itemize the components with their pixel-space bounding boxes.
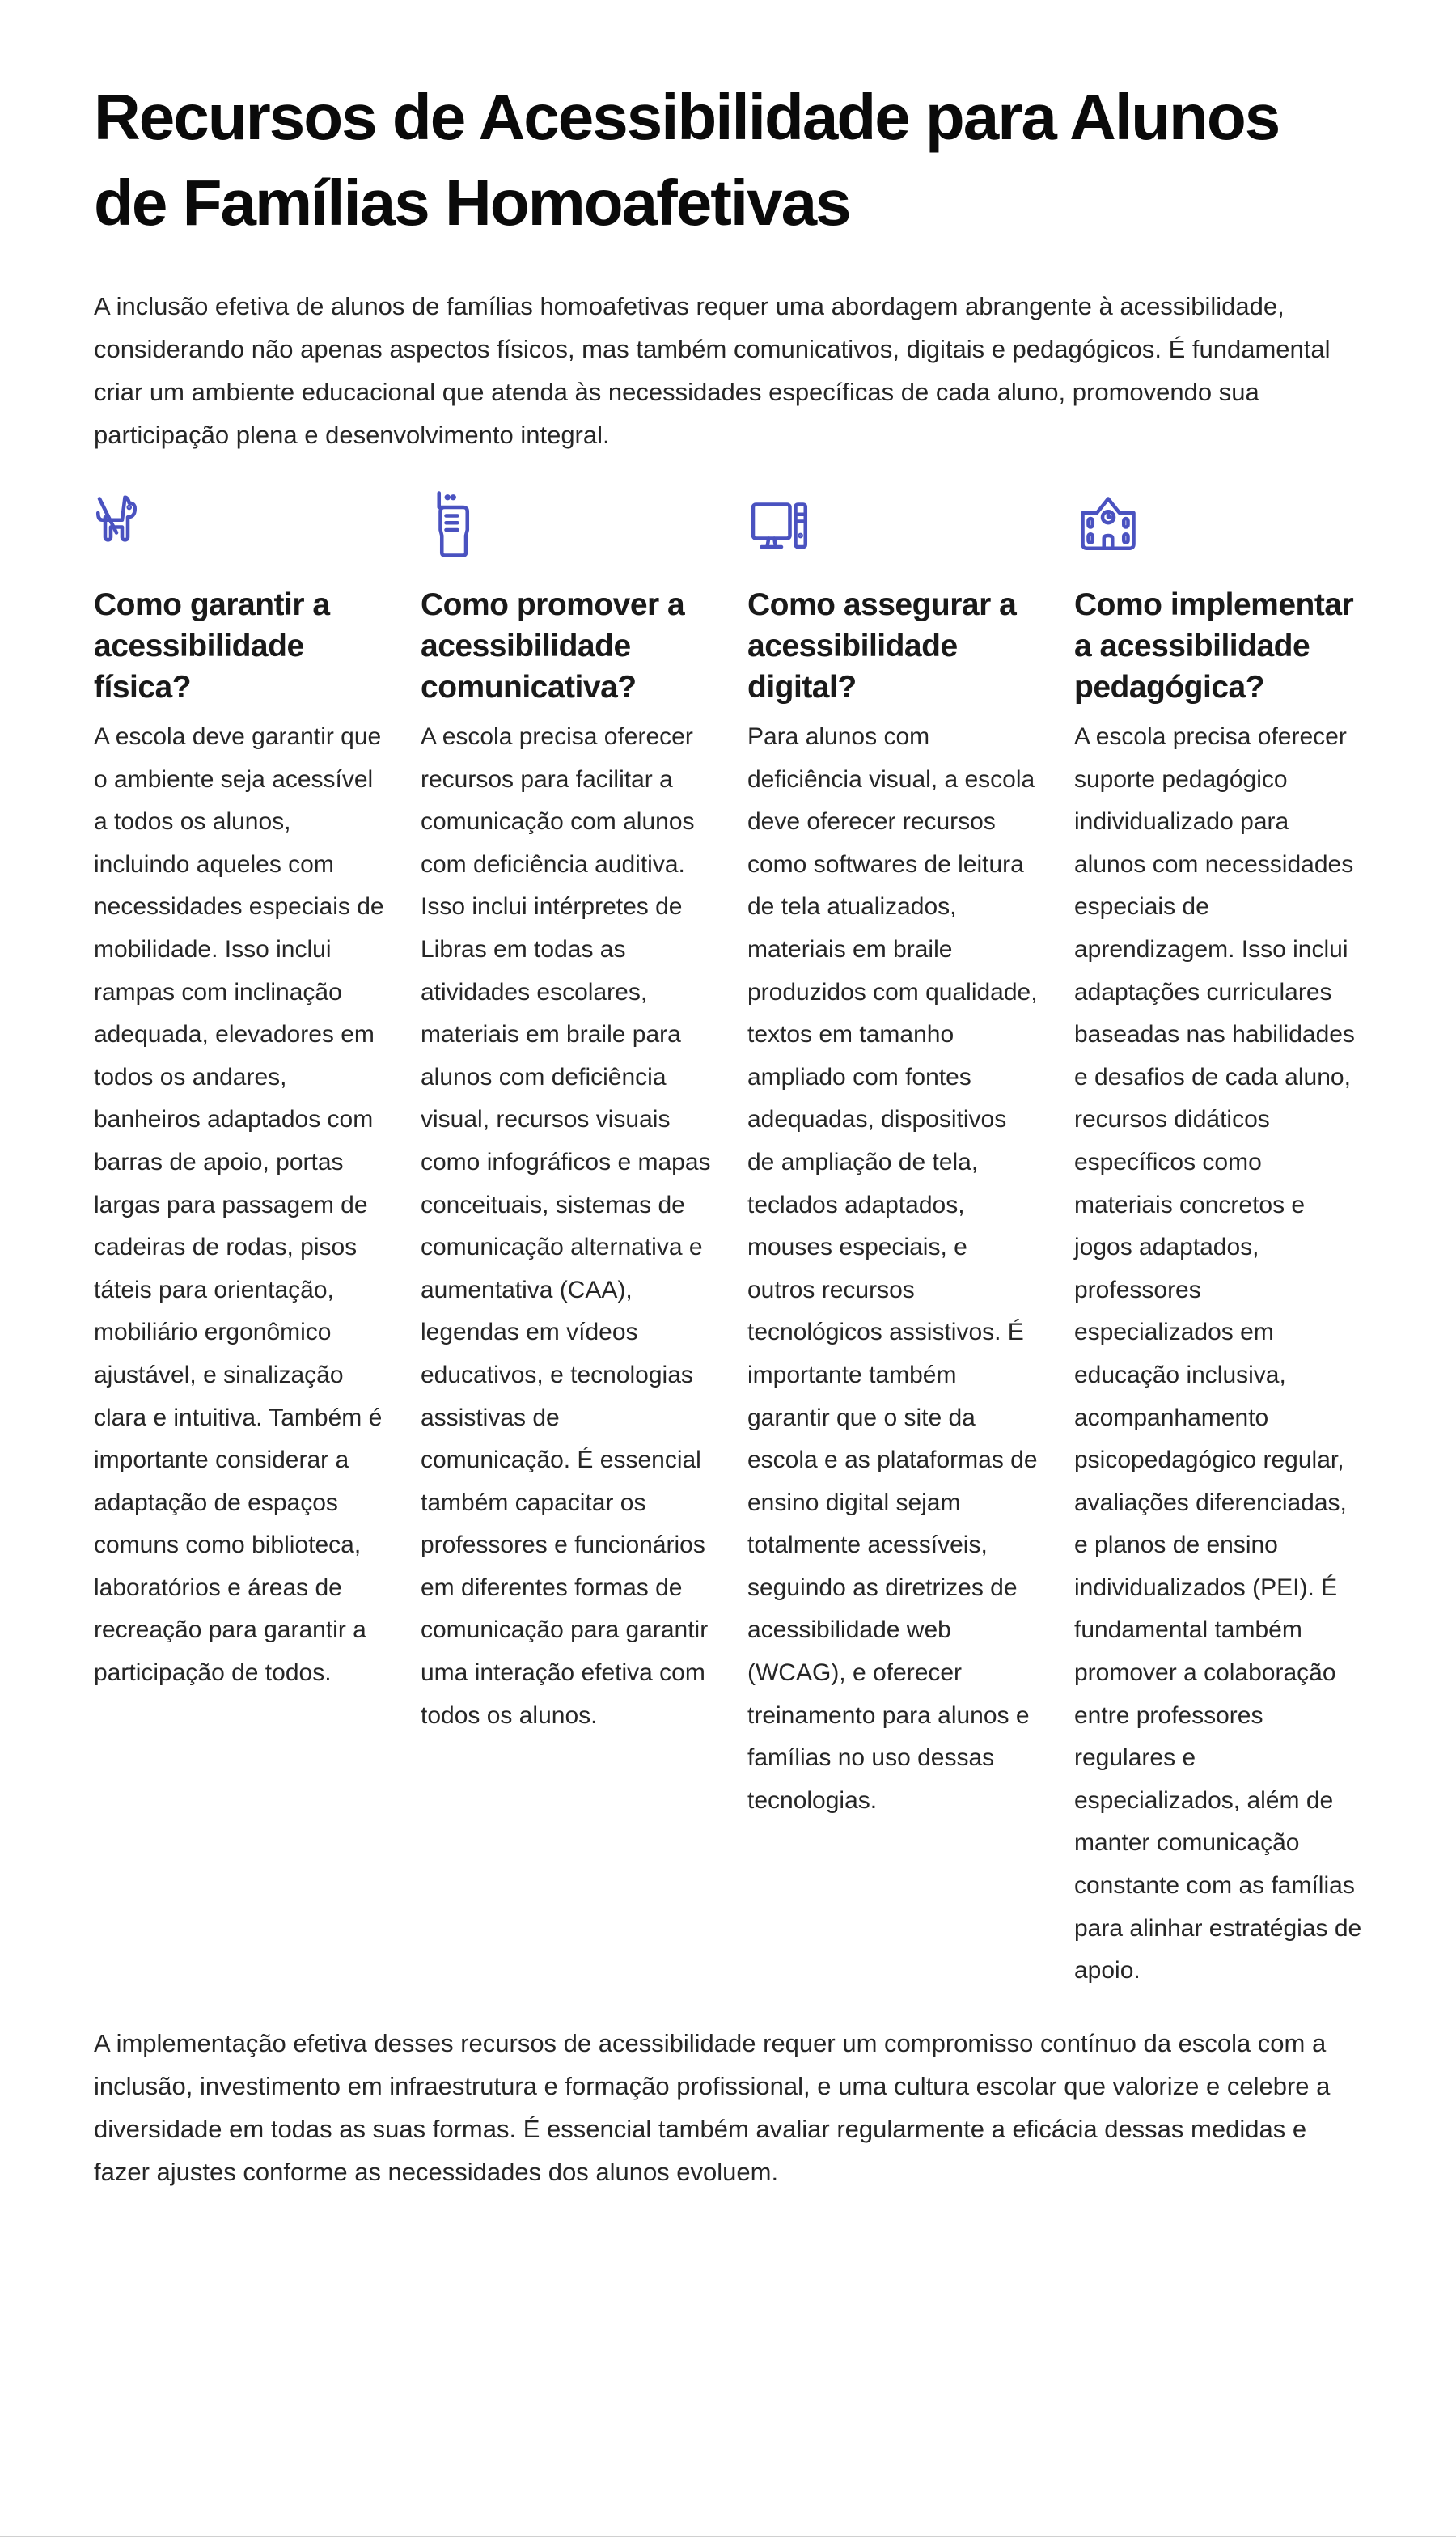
guide-dog-icon — [95, 495, 138, 542]
closing-paragraph: A implementação efetiva desses recursos … — [94, 2028, 1331, 2186]
sections-grid: Como garantir a acessibilidade física? A… — [94, 490, 1365, 1993]
school-building-icon — [1081, 497, 1136, 551]
page-title: Recursos de Acessibilidade para Alunos d… — [94, 81, 1280, 239]
section-digital: Como assegurar a acessibilidade digital?… — [747, 490, 1039, 1993]
section-heading: Como implementar a acessibilidade pedagó… — [1074, 587, 1354, 705]
section-pedagogical: Como implementar a acessibilidade pedagó… — [1074, 490, 1365, 1993]
section-body: A escola deve garantir que o ambiente se… — [94, 723, 384, 1687]
section-body: Para alunos com deficiência visual, a es… — [747, 723, 1038, 1814]
divider — [0, 2536, 1456, 2537]
section-body: A escola precisa oferecer recursos para … — [421, 723, 711, 1729]
walkie-talkie-icon — [437, 491, 470, 557]
section-heading: Como promover a acessibilidade comunicat… — [421, 587, 685, 705]
article: Recursos de Acessibilidade para Alunos d… — [94, 74, 1365, 2193]
section-heading: Como assegurar a acessibilidade digital? — [747, 587, 1017, 705]
intro-paragraph: A inclusão efetiva de alunos de famílias… — [94, 292, 1331, 449]
section-heading: Como garantir a acessibilidade física? — [94, 587, 330, 705]
section-communicative: Como promover a acessibilidade comunicat… — [421, 490, 712, 1993]
section-physical: Como garantir a acessibilidade física? A… — [94, 490, 385, 1993]
section-body: A escola precisa oferecer suporte pedagó… — [1074, 723, 1362, 1985]
desktop-computer-icon — [751, 502, 808, 549]
